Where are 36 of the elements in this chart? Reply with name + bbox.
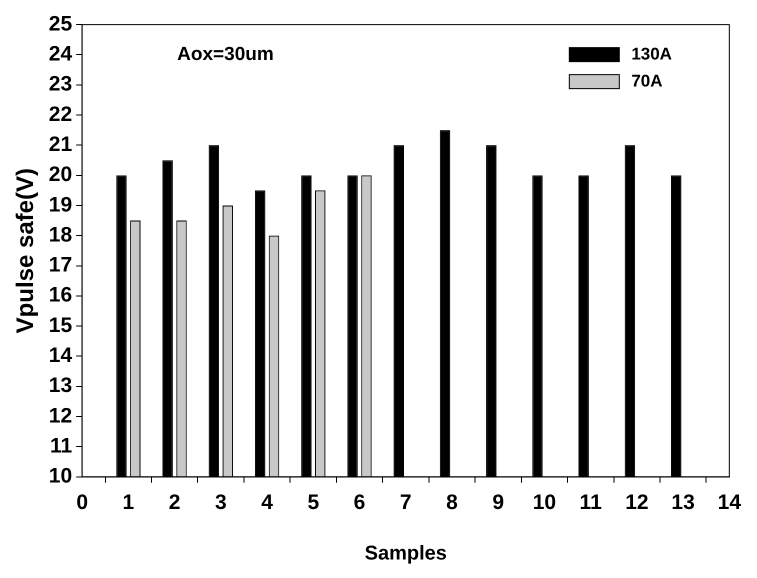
x-tick-label: 10 <box>532 491 556 514</box>
x-tick-label: 2 <box>168 491 180 514</box>
x-tick-label: 6 <box>354 491 366 514</box>
y-tick-label: 16 <box>48 284 72 307</box>
y-tick-label: 12 <box>48 404 72 428</box>
y-tick-label: 19 <box>48 193 72 216</box>
x-tick-label: 7 <box>400 491 412 514</box>
x-tick-label: 11 <box>580 491 602 514</box>
y-tick-label: 21 <box>48 132 72 156</box>
y-tick-label: 17 <box>48 254 72 277</box>
y-tick-label: 15 <box>48 314 72 337</box>
legend-label: 130A <box>631 44 672 64</box>
y-axis-title: Vpulse safe(V) <box>12 168 40 334</box>
y-tick-label: 24 <box>48 42 72 66</box>
y-tick-label: 25 <box>48 12 72 36</box>
y-tick-label: 10 <box>48 464 72 488</box>
x-tick-label: 4 <box>261 491 274 514</box>
x-tick-label: 0 <box>76 491 88 514</box>
x-tick-label: 14 <box>718 491 742 514</box>
x-tick-label: 5 <box>307 491 320 514</box>
x-tick-label: 9 <box>492 491 504 514</box>
annotation: Aox=30um <box>177 44 274 65</box>
x-tick-label: 3 <box>214 491 227 514</box>
x-tick-label: 8 <box>446 491 458 514</box>
y-tick-label: 22 <box>48 102 72 126</box>
y-tick-label: 13 <box>48 374 72 398</box>
x-tick-label: 1 <box>122 491 135 514</box>
y-tick-label: 20 <box>48 163 72 186</box>
x-axis-title: Samples <box>364 542 447 565</box>
y-tick-label: 11 <box>50 434 72 458</box>
legend-label: 70A <box>631 71 663 90</box>
y-tick-label: 14 <box>48 344 72 368</box>
x-tick-label: 12 <box>625 491 649 514</box>
y-tick-label: 23 <box>48 72 72 96</box>
y-tick-label: 18 <box>48 223 72 246</box>
x-tick-label: 13 <box>671 491 695 514</box>
